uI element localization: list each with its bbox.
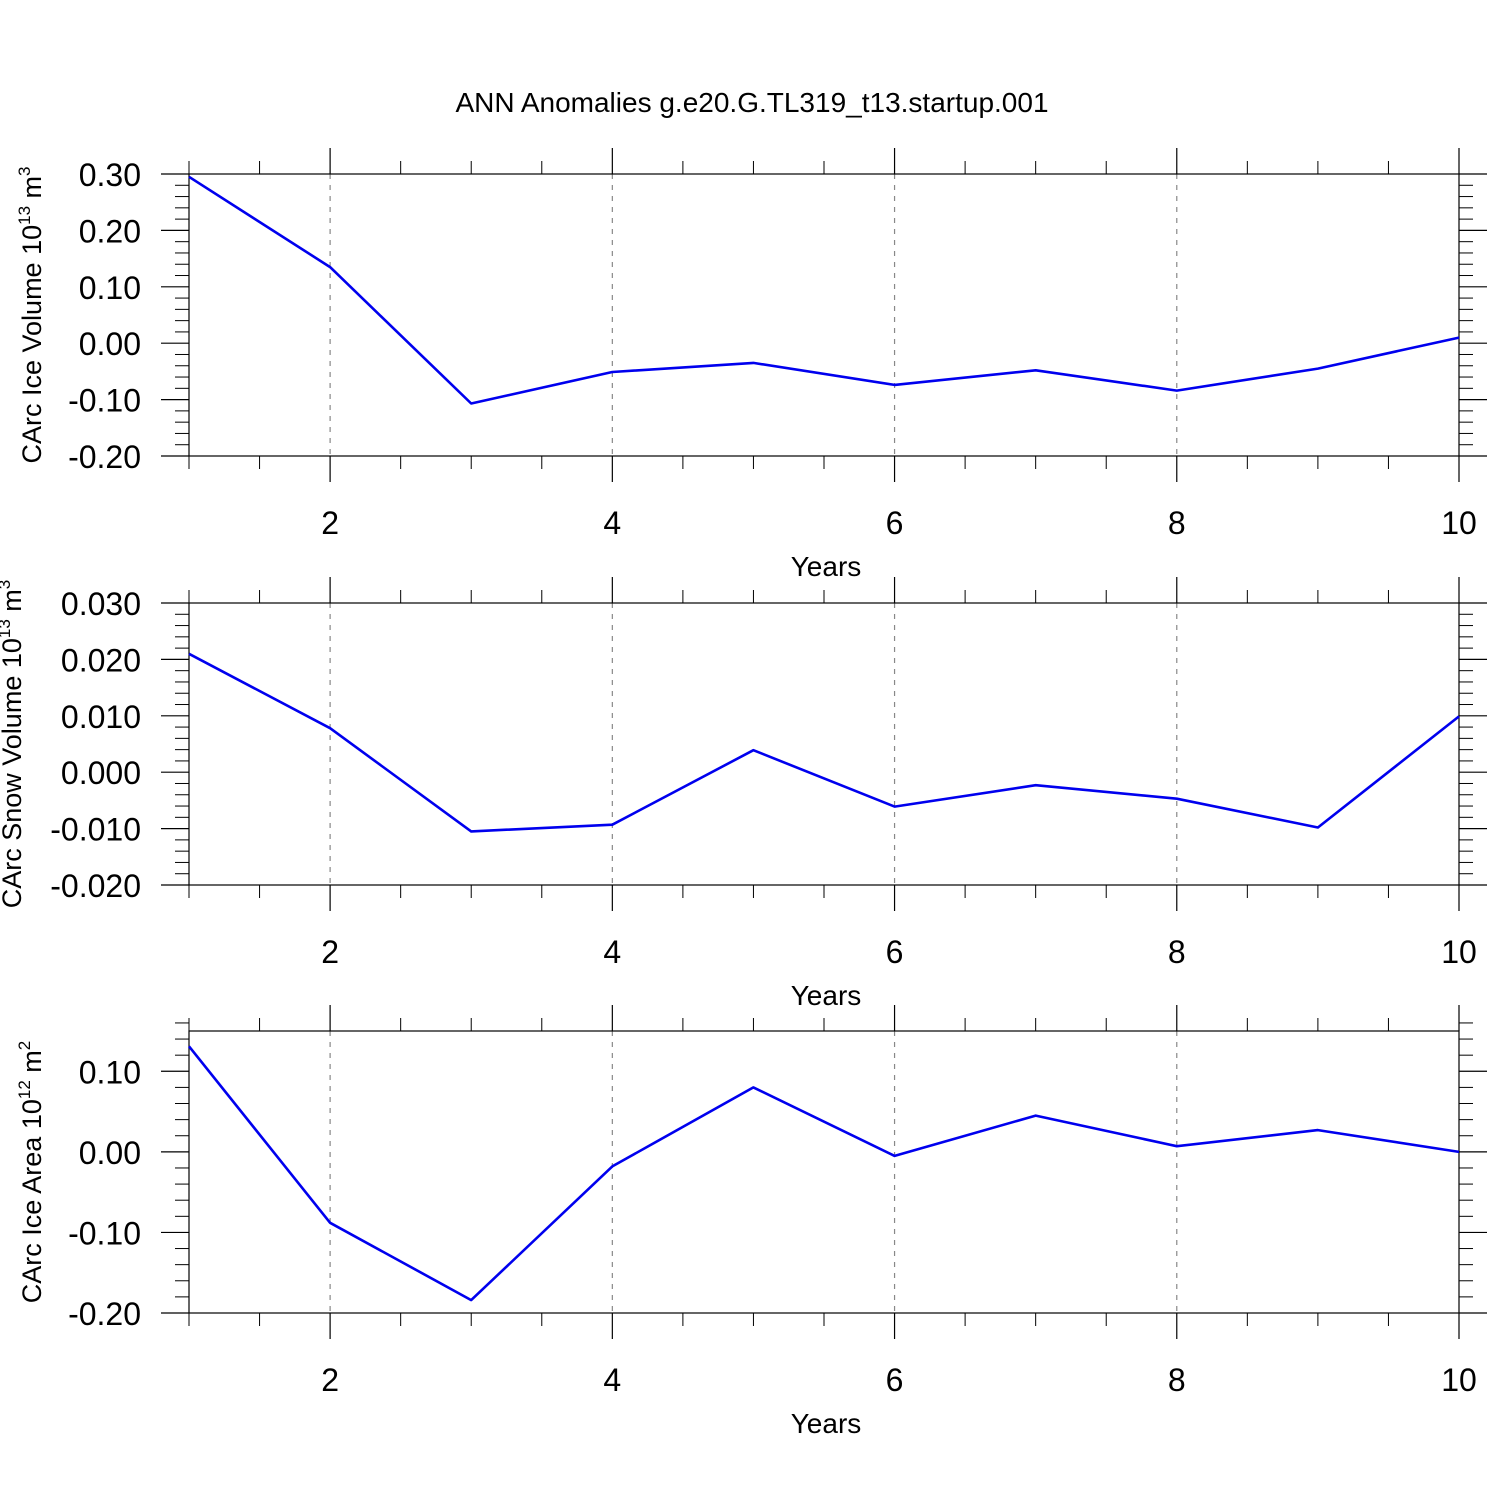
x-tick-label: 6 xyxy=(886,1362,904,1398)
x-axis-label: Years xyxy=(791,980,862,1011)
x-tick-label: 4 xyxy=(603,1362,621,1398)
plot-frame xyxy=(188,1030,1460,1314)
x-tick-label: 10 xyxy=(1441,505,1477,541)
y-axis-label-main: CArc Ice Volume 10 xyxy=(17,225,47,464)
y-tick-label: -0.10 xyxy=(68,383,141,419)
y-tick-label: -0.20 xyxy=(68,1296,141,1332)
plot-frame xyxy=(188,602,1460,886)
x-tick-label: 6 xyxy=(886,934,904,970)
x-tick-label: 8 xyxy=(1168,1362,1186,1398)
y-axis-label-unit-exp: 2 xyxy=(15,1041,34,1050)
y-tick-label: -0.020 xyxy=(50,868,141,904)
y-axis-label-unit-exp: 3 xyxy=(15,166,34,175)
y-tick-label: 0.30 xyxy=(79,157,141,193)
y-tick-label: 0.10 xyxy=(79,1054,141,1090)
x-tick-label: 6 xyxy=(886,505,904,541)
y-tick-label: 0.00 xyxy=(79,326,141,362)
y-axis-label-main: CArc Snow Volume 10 xyxy=(0,638,27,908)
y-tick-label: 0.000 xyxy=(61,755,141,791)
y-axis-label-exp: 12 xyxy=(15,1080,34,1099)
y-tick-label: 0.20 xyxy=(79,213,141,249)
x-tick-label: 4 xyxy=(603,934,621,970)
series-line xyxy=(188,652,1460,833)
y-axis-label: CArc Ice Volume 1013 m3 xyxy=(15,166,47,463)
y-axis-label-unit: m xyxy=(0,589,27,619)
y-axis-label-exp: 13 xyxy=(15,206,34,225)
x-tick-label: 10 xyxy=(1441,934,1477,970)
y-tick-label: 0.10 xyxy=(79,270,141,306)
x-tick-label: 8 xyxy=(1168,505,1186,541)
x-tick-label: 2 xyxy=(321,1362,339,1398)
y-axis-label-main: CArc Ice Area 10 xyxy=(17,1099,47,1303)
y-tick-label: -0.010 xyxy=(50,812,141,848)
x-tick-label: 2 xyxy=(321,934,339,970)
y-tick-label: -0.10 xyxy=(68,1215,141,1251)
figure-title: ANN Anomalies g.e20.G.TL319_t13.startup.… xyxy=(455,87,1048,118)
panel-1: 2 4 6 8 10 0.30 0.20 0.10 0.00 -0.10 -0.20 Years CAr… xyxy=(15,148,1487,582)
x-axis-label: Years xyxy=(791,551,862,582)
x-tick-label: 2 xyxy=(321,505,339,541)
series-line xyxy=(187,1045,1460,1302)
y-axis-label-unit: m xyxy=(17,176,47,206)
y-tick-label: 0.020 xyxy=(61,642,141,678)
x-axis-label: Years xyxy=(791,1408,862,1439)
y-axis-label-unit: m xyxy=(17,1050,47,1080)
y-axis-label: CArc Ice Area 1012 m2 xyxy=(15,1041,47,1304)
y-axis-label-unit-exp: 3 xyxy=(0,580,14,589)
panel-3: 2 4 6 8 10 0.10 0.00 -0.10 -0.20 Years CArc Ice Ar… xyxy=(15,1005,1487,1439)
x-tick-label: 4 xyxy=(603,505,621,541)
series-line xyxy=(188,175,1460,405)
y-tick-label: 0.030 xyxy=(61,586,141,622)
x-tick-label: 8 xyxy=(1168,934,1186,970)
y-axis-label: CArc Snow Volume 1013 m3 xyxy=(0,580,27,909)
y-axis-label-exp: 13 xyxy=(0,619,14,638)
y-tick-label: -0.20 xyxy=(68,439,141,475)
panel-2: 2 4 6 8 10 0.030 0.020 0.010 0.000 -0.010 -0.020 Ye… xyxy=(0,577,1487,1011)
y-tick-label: 0.00 xyxy=(79,1135,141,1171)
x-tick-label: 10 xyxy=(1441,1362,1477,1398)
y-tick-label: 0.010 xyxy=(61,699,141,735)
